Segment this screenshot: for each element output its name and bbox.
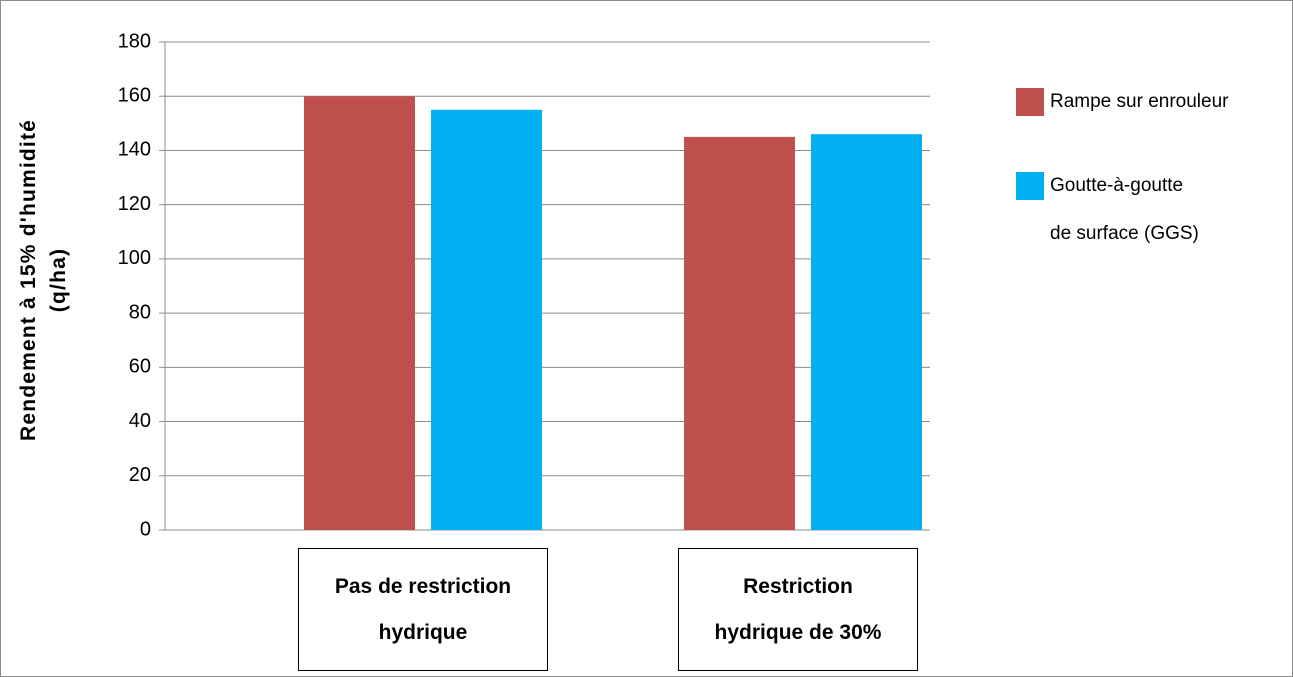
- bar: [684, 136, 795, 530]
- bar: [811, 134, 922, 530]
- x-tick-label: Pas de restriction hydrique: [298, 548, 548, 671]
- legend-swatch: [1016, 172, 1044, 200]
- y-tick-label: 0: [140, 518, 151, 540]
- bar: [431, 109, 542, 531]
- legend-swatch: [1016, 88, 1044, 116]
- y-tick-label: 80: [129, 301, 151, 323]
- y-tick-label: 160: [118, 85, 151, 107]
- y-tick-label: 60: [129, 356, 151, 378]
- legend-label: Goutte-à-goutte de surface (GGS): [1050, 175, 1199, 244]
- bar: [304, 96, 415, 530]
- y-axis-label: Rendement à 15% d'humidité (q/ha): [17, 118, 70, 442]
- legend-label: Rampe sur enrouleur: [1050, 91, 1229, 112]
- y-tick-label: 100: [118, 247, 151, 269]
- y-tick-label: 20: [129, 464, 151, 486]
- y-tick-label: 140: [118, 139, 151, 161]
- y-tick-label: 40: [129, 410, 151, 432]
- x-tick-label: Restriction hydrique de 30%: [678, 548, 918, 671]
- y-tick-label: 120: [118, 193, 151, 215]
- y-tick-label: 180: [118, 30, 151, 52]
